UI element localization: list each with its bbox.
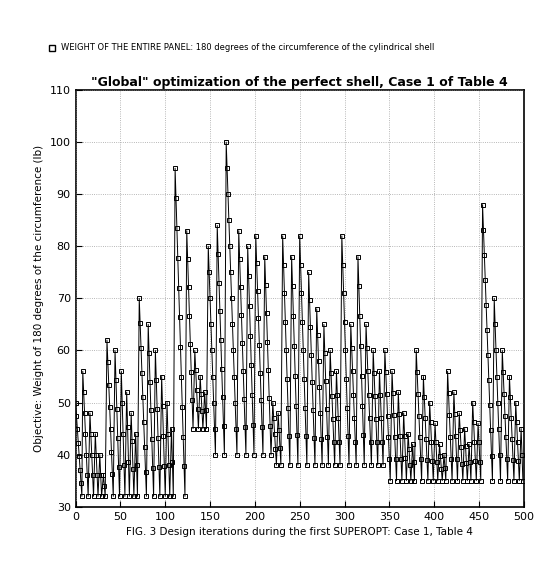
Legend: WEIGHT OF THE ENTIRE PANEL: 180 degrees of the circumference of the cylindrical : WEIGHT OF THE ENTIRE PANEL: 180 degrees …: [44, 40, 437, 56]
X-axis label: FIG. 3 Design iterations during the first SUPEROPT: Case 1, Table 4: FIG. 3 Design iterations during the firs…: [126, 527, 473, 537]
Y-axis label: Objective: Weight of 180 degrees of the circumference (lb): Objective: Weight of 180 degrees of the …: [34, 145, 44, 452]
Title: "Global" optimization of the perfect shell, Case 1 of Table 4: "Global" optimization of the perfect she…: [91, 76, 508, 89]
